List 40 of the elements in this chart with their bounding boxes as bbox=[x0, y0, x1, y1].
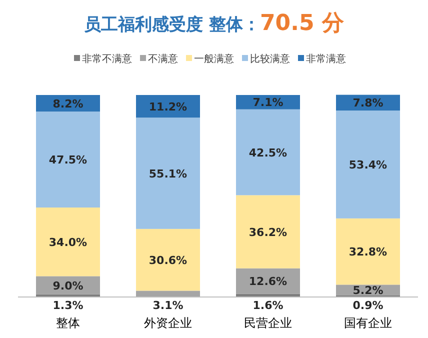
data-label: 32.8% bbox=[348, 246, 388, 259]
data-label: 30.6% bbox=[148, 254, 188, 267]
chart-subtitle: 70.5 分 bbox=[260, 11, 345, 36]
data-label: 53.4% bbox=[348, 158, 388, 172]
bar bbox=[236, 268, 300, 294]
bar bbox=[36, 208, 100, 276]
data-label: 34.0% bbox=[48, 236, 88, 249]
legend-label: 非常不满意 bbox=[82, 53, 132, 65]
legend-label: 非常满意 bbox=[306, 53, 346, 65]
data-label: 3.1% bbox=[152, 299, 184, 312]
bar bbox=[136, 290, 200, 297]
legend-label: 一般满意 bbox=[194, 53, 234, 65]
bar bbox=[236, 195, 300, 268]
x-tick-label: 民营企业 bbox=[244, 316, 292, 330]
x-tick-label: 外资企业 bbox=[144, 316, 192, 330]
x-tick-label: 整体 bbox=[56, 316, 80, 330]
data-label: 7.8% bbox=[352, 96, 384, 110]
legend-label: 不满意 bbox=[148, 53, 178, 65]
data-label: 9.0% bbox=[52, 279, 84, 292]
data-label: 7.1% bbox=[252, 96, 284, 110]
bar bbox=[136, 228, 200, 291]
bar bbox=[236, 109, 300, 196]
data-label: 42.5% bbox=[248, 146, 288, 160]
data-label: 36.2% bbox=[248, 226, 288, 239]
x-tick-label: 国有企业 bbox=[344, 316, 392, 330]
bar bbox=[336, 110, 400, 218]
legend-label: 比较满意 bbox=[250, 53, 290, 65]
chart-title: 员工福利感受度 整体： bbox=[84, 15, 260, 35]
data-label: 1.6% bbox=[252, 299, 284, 312]
data-label: 55.1% bbox=[148, 167, 188, 180]
bar bbox=[336, 218, 400, 285]
data-label: 1.3% bbox=[52, 299, 84, 312]
data-label: 0.9% bbox=[352, 299, 384, 312]
data-label: 11.2% bbox=[148, 100, 188, 114]
data-label: 5.2% bbox=[352, 284, 384, 297]
bar bbox=[136, 118, 200, 229]
data-label: 12.6% bbox=[248, 275, 288, 288]
data-label: 8.2% bbox=[52, 97, 84, 110]
data-label: 47.5% bbox=[48, 154, 88, 167]
bar bbox=[36, 112, 100, 208]
